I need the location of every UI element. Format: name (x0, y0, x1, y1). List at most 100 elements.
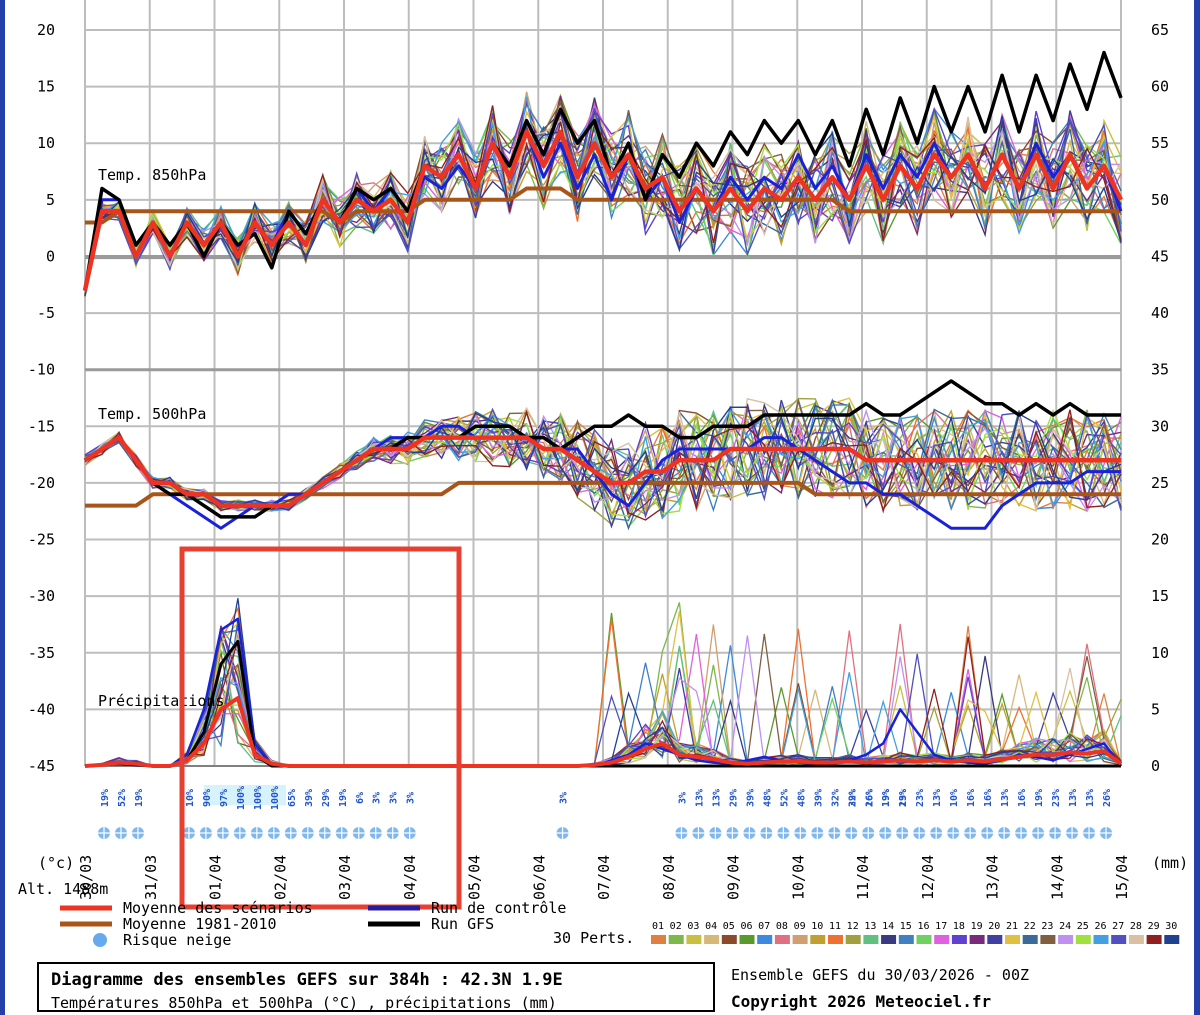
snow-risk-value: 13% (711, 789, 722, 807)
y-right-tick: 45 (1151, 247, 1169, 265)
x-tick: 12/04 (919, 855, 937, 900)
snowflake-icon (929, 826, 944, 840)
pert-number: 30 (1165, 921, 1177, 932)
y-right-tick: 0 (1151, 757, 1160, 775)
snowflake-icon (334, 826, 349, 840)
normal-850-line (85, 186, 1121, 225)
y-left-tick: -5 (37, 304, 55, 322)
pert-number: 05 (723, 921, 735, 932)
member-500-line (84, 407, 1122, 519)
snowflake-icon (708, 826, 723, 840)
snowflake-icon (215, 826, 230, 840)
x-tick: 13/04 (984, 855, 1002, 900)
snow-risk-value: 23% (915, 789, 926, 807)
snow-risk-value: 19% (881, 789, 892, 807)
snowflake-icon (895, 826, 910, 840)
pert-color-swatch (863, 935, 879, 944)
y-right-tick: 15 (1151, 587, 1169, 605)
snowflake-icon (878, 826, 893, 840)
legend-snowflake-icon (93, 933, 107, 947)
pert-number: 18 (953, 921, 965, 932)
x-tick: 31/03 (142, 855, 160, 900)
mean-precip-line (84, 696, 1123, 768)
y-right-tick: 5 (1151, 700, 1160, 718)
mean-850-line (82, 129, 1124, 291)
member-500-line (84, 403, 1122, 519)
pert-number: 28 (1130, 921, 1142, 932)
snowflake-icon (368, 826, 383, 840)
snowflake-icon (1014, 826, 1029, 840)
y-right-tick: 40 (1151, 304, 1169, 322)
y-right-tick: 55 (1151, 134, 1169, 152)
pert-color-swatch (1005, 935, 1020, 944)
snowflake-icon (555, 826, 570, 840)
pert-number: 09 (794, 921, 806, 932)
y-right-tick: 30 (1151, 417, 1169, 435)
snowflake-icon (963, 826, 978, 840)
pert-number: 07 (758, 921, 770, 932)
x-tick: 11/04 (854, 855, 872, 900)
snow-risk-value: 48% (796, 789, 807, 807)
legend-label: Run GFS (431, 915, 494, 933)
snow-risk-value: 3% (677, 792, 688, 804)
pert-color-swatch (792, 935, 808, 944)
pert-color-swatch (757, 935, 773, 944)
snowflake-icon (997, 826, 1012, 840)
snow-risk-value: 52% (117, 789, 128, 807)
snow-risk-value: 32% (830, 789, 841, 807)
snow-risk-value: 39% (304, 789, 315, 807)
snowflake-icon (725, 826, 740, 840)
pert-color-swatch (1075, 935, 1091, 944)
snowflake-icon (317, 826, 332, 840)
y-left-tick: -25 (28, 531, 55, 549)
pert-number: 20 (988, 921, 1000, 932)
snowflake-icon (793, 826, 808, 840)
y-right-tick: 60 (1151, 78, 1169, 96)
snow-risk-value: 16% (983, 789, 994, 807)
x-tick: 30/03 (77, 855, 95, 900)
x-tick: 10/04 (789, 855, 807, 900)
pert-color-swatch (987, 935, 1003, 944)
x-tick: 14/04 (1048, 855, 1066, 900)
snowflake-icon (1082, 826, 1097, 840)
pert-number: 04 (705, 921, 717, 932)
panel-label: Temp. 850hPa (98, 166, 206, 184)
snowflake-icon (980, 826, 995, 840)
snow-risk-value: 19% (134, 789, 145, 807)
snow-risk-value: 29% (847, 789, 858, 807)
pert-number: 10 (811, 921, 823, 932)
x-tick: 09/04 (725, 855, 743, 900)
pert-color-swatch (1128, 935, 1144, 944)
snow-risk-value: 13% (1085, 789, 1096, 807)
snow-risk-value: 26% (864, 789, 875, 807)
snowflake-icon (283, 826, 298, 840)
x-tick: 07/04 (595, 855, 613, 900)
series (82, 50, 1124, 768)
legend-label: Risque neige (123, 931, 231, 949)
snowflake-icon (402, 826, 417, 840)
mean-500-line (83, 435, 1121, 508)
pert-number: 23 (1041, 921, 1053, 932)
snow-risk-value: 100% (236, 786, 247, 810)
snowflake-icon (827, 826, 842, 840)
snow-risk-value: 97% (219, 789, 230, 807)
snow-risk-value: 29% (321, 789, 332, 807)
page-border-left (0, 0, 5, 1015)
y-left-tick: 10 (37, 134, 55, 152)
snowflake-icon (130, 826, 145, 840)
snow-risk-value: 90% (202, 789, 213, 807)
snowflake-icon (266, 826, 281, 840)
snow-risk-value: 39% (813, 789, 824, 807)
pert-number: 26 (1094, 921, 1106, 932)
snow-risk-value: 52% (779, 789, 790, 807)
snowflake-icon (97, 826, 111, 840)
pert-color-swatch (1093, 935, 1109, 944)
pert-color-swatch (1111, 935, 1127, 944)
pert-color-swatch (898, 935, 914, 944)
pert-color-swatch (881, 935, 897, 944)
y-left-tick: -15 (28, 417, 55, 435)
pert-number: 06 (740, 921, 752, 932)
pert-color-swatch (828, 935, 843, 944)
copyright: Copyright 2026 Meteociel.fr (731, 992, 992, 1011)
